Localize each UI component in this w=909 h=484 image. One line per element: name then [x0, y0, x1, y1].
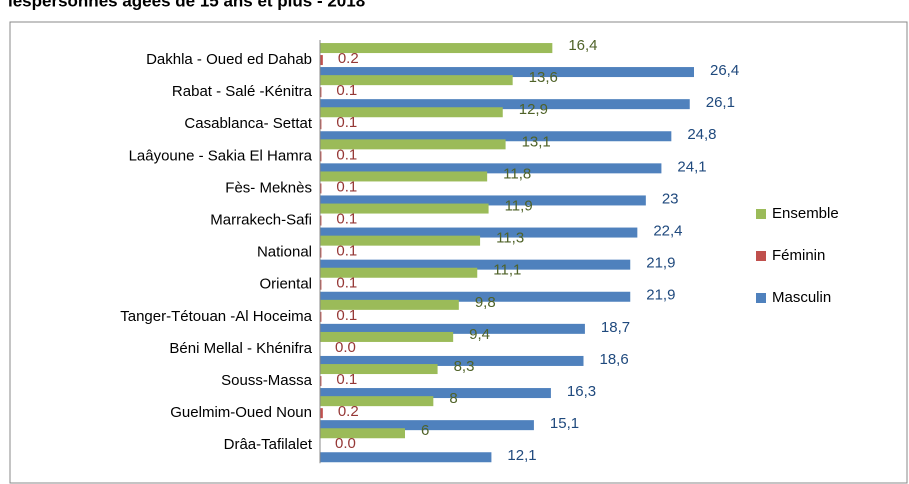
y-tick-label: Marrakech-Safi — [210, 212, 312, 229]
value-label: 11,9 — [505, 198, 533, 215]
value-label: 18,7 — [601, 319, 630, 336]
bar — [320, 355, 584, 366]
value-label: 21,9 — [646, 255, 675, 272]
bar — [320, 99, 690, 110]
y-tick-label: Drâa-Tafilalet — [224, 436, 313, 453]
bar — [320, 87, 322, 98]
bar — [320, 43, 553, 54]
chart-frame — [9, 21, 908, 484]
value-label: 0.1 — [336, 211, 357, 228]
y-tick-label: Béni Mellal - Khénifra — [169, 340, 312, 357]
value-label: 24,1 — [677, 158, 706, 175]
value-label: 16,3 — [567, 383, 596, 400]
y-tick-label: Guelmim-Oued Noun — [170, 404, 312, 421]
value-label: 0.1 — [336, 146, 357, 163]
value-label: 8,3 — [454, 358, 475, 375]
value-label: 0.1 — [336, 371, 357, 388]
value-label: 15,1 — [550, 415, 579, 432]
value-label: 9,8 — [475, 294, 496, 311]
value-label: 9,4 — [469, 326, 490, 343]
y-tick-label: Rabat - Salé -Kénitra — [172, 83, 313, 100]
y-tick-label: Oriental — [259, 276, 312, 293]
bar — [320, 67, 694, 78]
value-label: 0.1 — [336, 178, 357, 195]
legend-swatch — [756, 293, 766, 303]
bar — [320, 131, 672, 142]
legend-swatch — [756, 209, 766, 219]
y-tick-label: Laâyoune - Sakia El Hamra — [129, 147, 313, 164]
bar — [320, 396, 434, 407]
bar — [320, 420, 534, 431]
bar — [320, 119, 322, 130]
legend-label: Ensemble — [772, 205, 839, 222]
value-label: 11,1 — [493, 262, 521, 279]
legend-label: Masculin — [772, 289, 831, 306]
bar — [320, 376, 322, 387]
value-label: 12,9 — [519, 101, 548, 118]
value-label: 6 — [421, 422, 429, 439]
bar — [320, 215, 322, 226]
bar — [320, 227, 638, 238]
bar — [320, 171, 488, 182]
bar — [320, 163, 662, 174]
bar — [320, 388, 551, 399]
bar — [320, 299, 459, 310]
value-label: 0.1 — [336, 243, 357, 260]
bar — [320, 364, 438, 375]
bar — [320, 235, 481, 246]
value-label: 22,4 — [653, 223, 682, 240]
value-label: 16,4 — [568, 37, 597, 54]
value-label: 13,6 — [529, 69, 558, 86]
y-tick-label: National — [257, 244, 312, 261]
value-label: 23 — [662, 190, 679, 207]
bar — [320, 151, 322, 162]
bar — [320, 75, 513, 86]
bar — [320, 323, 585, 334]
bar — [320, 203, 489, 214]
bar — [320, 428, 405, 439]
value-label: 18,6 — [600, 351, 629, 368]
chart-title: lespersonnes âgées de 15 ans et plus - 2… — [8, 0, 365, 10]
value-label: 26,1 — [706, 94, 735, 111]
y-tick-label: Souss-Massa — [221, 372, 313, 389]
bar — [320, 452, 492, 463]
bar — [320, 331, 454, 342]
value-label: 0.1 — [336, 114, 357, 131]
value-label: 0.1 — [336, 275, 357, 292]
value-label: 0.1 — [336, 82, 357, 99]
value-label: 24,8 — [687, 126, 716, 143]
value-label: 0.0 — [335, 339, 356, 356]
y-tick-label: Fès- Meknès — [225, 179, 312, 196]
bar — [320, 259, 631, 270]
bar — [320, 247, 322, 258]
value-label: 26,4 — [710, 62, 739, 79]
bar — [320, 291, 631, 302]
value-label: 11,3 — [496, 230, 524, 247]
value-label: 12,1 — [507, 447, 536, 464]
bar — [320, 139, 506, 150]
value-label: 21,9 — [646, 287, 675, 304]
bar — [320, 195, 646, 206]
value-label: 0.0 — [335, 435, 356, 452]
bar — [320, 55, 323, 66]
y-tick-label: Dakhla - Oued ed Dahab — [146, 51, 312, 68]
legend-label: Féminin — [772, 247, 825, 264]
bar — [320, 408, 323, 419]
bar — [320, 267, 478, 278]
bar — [320, 279, 322, 290]
value-label: 0.2 — [338, 403, 359, 420]
value-label: 13,1 — [522, 133, 551, 150]
y-tick-label: Casablanca- Settat — [184, 115, 312, 132]
bar — [320, 183, 322, 194]
value-label: 0.2 — [338, 50, 359, 67]
bar — [320, 311, 322, 322]
y-tick-label: Tanger-Tétouan -Al Hoceima — [120, 308, 312, 325]
value-label: 11,8 — [503, 165, 531, 182]
legend-swatch — [756, 251, 766, 261]
value-label: 0.1 — [336, 307, 357, 324]
bar — [320, 107, 503, 118]
value-label: 8 — [449, 390, 457, 407]
